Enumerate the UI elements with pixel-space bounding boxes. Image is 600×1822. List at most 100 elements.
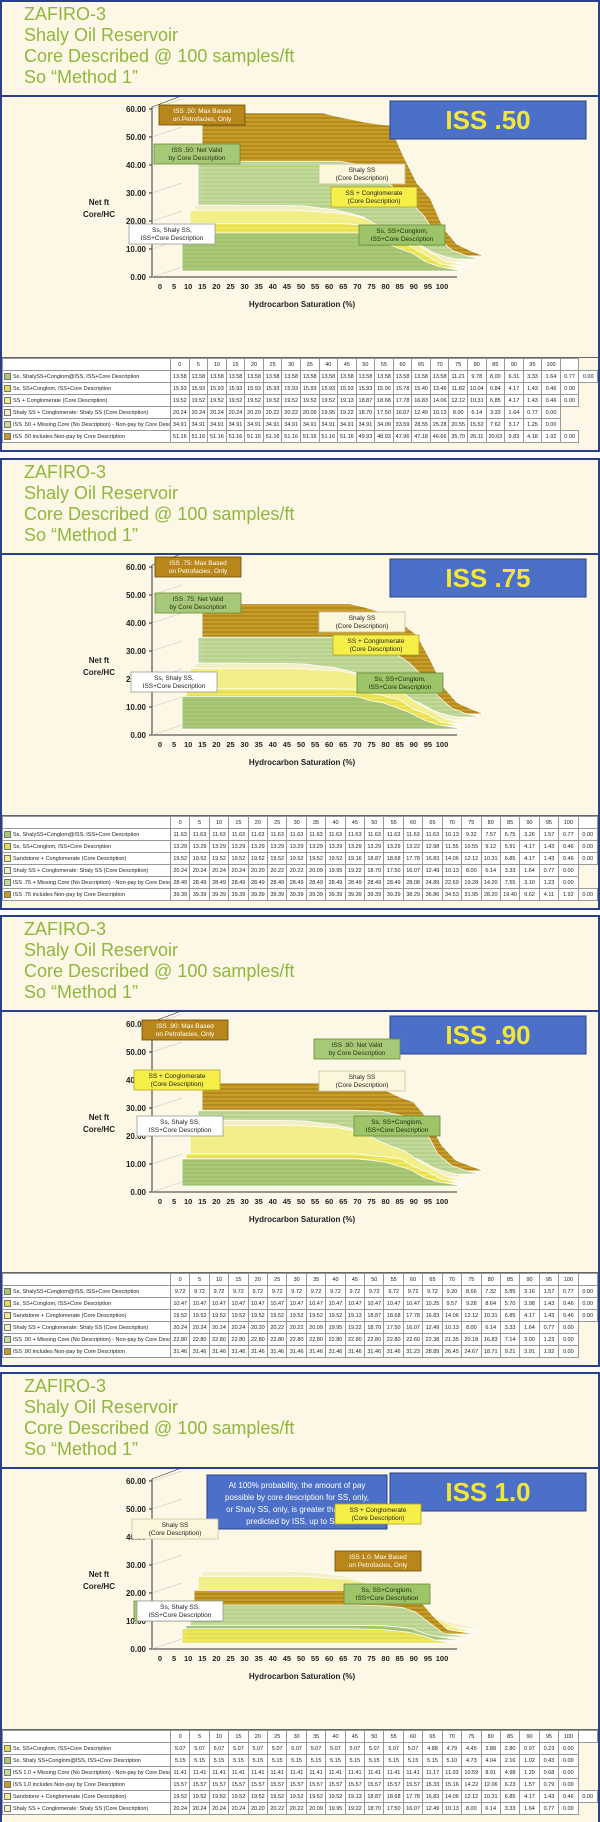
table-cell: 11.63 [208,828,230,841]
table-cell: 18.70 [364,1802,385,1815]
y-tick-label: 10.00 [126,703,147,712]
annotation-box [334,1503,422,1525]
table-cell: 19.52 [228,852,249,865]
table-cell: 14.20 [480,876,501,889]
x-tick-label: 100 [436,1197,449,1206]
table-cell: 13.58 [244,370,264,383]
table-cell: 1.64 [541,370,561,383]
table-cell: 14.22 [461,1778,482,1791]
table-cell: 16.07 [402,1321,424,1334]
table-header-cell: 95 [538,1730,560,1743]
y-tick-label: 20.00 [126,1132,147,1141]
table-cell: 22.80 [189,1333,210,1346]
table-cell: 20.24 [189,864,210,877]
table-cell: 13.58 [281,370,301,383]
table-cell: 1.43 [538,1309,560,1322]
table-cell: 8.00 [485,370,506,383]
table-cell: 39.39 [228,888,249,901]
table-cell: 19.52 [189,852,210,865]
table-cell: 20.24 [208,864,230,877]
table-header-cell: 95 [538,816,560,829]
table-cell: 4.45 [461,1742,482,1755]
table-cell: 0.00 [559,382,580,395]
table-header-cell: 40 [325,816,346,829]
table-header-cell: 15 [228,816,249,829]
depth-axis-line [151,94,185,108]
series-swatch [4,879,11,886]
series-name: ISS .50 + Missing Core (No Description) … [13,421,171,428]
annotation-box [318,611,406,633]
table-cell: 51.16 [281,430,301,443]
table-cell: 13.29 [344,840,366,853]
table-cell: 6.85 [485,394,506,407]
table-header-cell: 45 [337,358,357,371]
table-header-cell: 85 [499,816,521,829]
table-cell: 19.52 [281,394,301,407]
series-swatch [4,1745,11,1752]
y-tick-label: 0.00 [130,1645,146,1654]
table-cell: 5.07 [228,1742,249,1755]
table-cell: 20.20 [244,406,264,419]
table-cell: 22.80 [325,1333,346,1346]
table-cell: 6.85 [499,852,521,865]
table-cell: 4.17 [519,840,540,853]
table-cell: 11.41 [325,1766,346,1779]
table-cell: 9.72 [286,1285,307,1298]
x-tick-label: 5 [172,1197,176,1206]
table-cell: 18.68 [374,394,394,407]
table-header-cell: 30 [286,1730,307,1743]
table-header-cell: 45 [344,1273,366,1286]
table-cell: 11.63 [383,828,404,841]
series-label-cell: Ss, ShalySS+Conglom@ISS, ISS+Core Descri… [2,828,171,841]
table-cell: 10.47 [228,1297,249,1310]
table-cell: 13.29 [228,840,249,853]
x-tick-label: 30 [240,1197,248,1206]
table-cell: 20.24 [208,1321,230,1334]
table-cell: 5.10 [441,1754,463,1767]
annotation-label: ISS+Core Description [143,683,206,690]
table-header-cell: 90 [519,816,540,829]
table-cell: 51.16 [225,430,246,443]
table-header-cell: 35 [305,1730,327,1743]
y-grid-diag [151,1638,183,1650]
table-row: Sandstone + Conglomerate (Core Descripti… [2,852,598,865]
x-axis-label: Hydrocarbon Saturation (%) [249,300,356,309]
annotation-label: SS + Conglomerate [149,1073,206,1080]
series-label-cell: Ss, SS+Conglom, ISS+Core Description [2,382,171,395]
table-cell: 18.68 [383,852,404,865]
table-cell: 5.15 [383,1754,404,1767]
table-cell: 10.31 [480,852,501,865]
x-tick-label: 100 [436,1654,449,1663]
table-cell: 34.53 [441,888,463,901]
y-grid-diag [151,1153,183,1165]
data-table: 0 5 10 15 20 25 30 35 40 45 50 55 60 65 70 75 80 85 90 95 10… [2,1272,598,1365]
table-cell: 31.46 [383,1345,404,1358]
table-cell: 19.22 [344,1321,366,1334]
y-tick-label: 30.00 [126,1561,147,1570]
x-tick-label: 40 [269,740,277,749]
y-grid-diag [151,1097,183,1109]
y-grid-diag [151,612,183,624]
table-cell: 51.16 [207,430,227,443]
table-cell: 3.17 [504,418,524,431]
table-cell: 15.57 [247,1778,269,1791]
table-cell: 10.59 [461,1766,482,1779]
table-cell: 39.39 [169,888,191,901]
y-tick-label: 10.00 [126,1617,147,1626]
table-cell: 12.98 [422,840,443,853]
series-swatch [4,855,11,862]
series-name: Ss, SS+Conglom, ISS+Core Description [13,1300,112,1307]
annotation-box [136,1600,224,1622]
x-tick-label: 95 [424,282,432,291]
table-cell: 51.16 [170,430,190,443]
table-cell: 9.72 [169,1285,191,1298]
table-cell: 5.07 [383,1742,404,1755]
table-cell: 13.58 [374,370,394,383]
title-line: So “Method 1” [24,67,139,87]
table-cell: 1.29 [519,1766,540,1779]
x-tick-label: 65 [339,1197,347,1206]
series-swatch [4,1288,11,1295]
y-tick-label: 0.00 [130,273,146,282]
table-cell: 0.00 [558,1802,579,1815]
table-cell: 6.14 [480,864,501,877]
